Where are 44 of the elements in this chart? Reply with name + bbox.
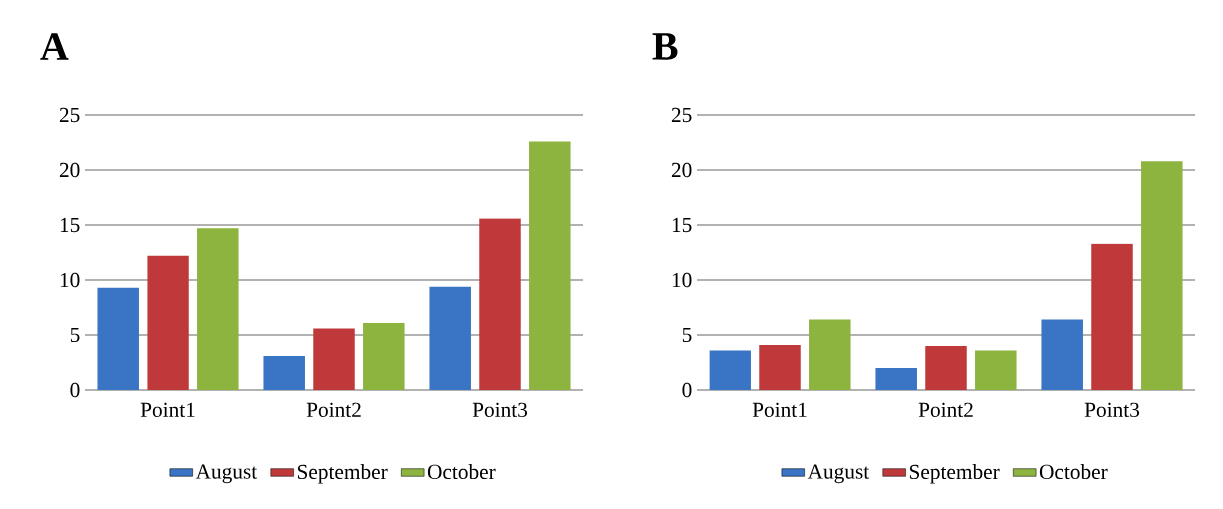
y-tick-label: 15 <box>60 217 80 233</box>
bar <box>97 287 139 390</box>
x-tick-label: Point1 <box>752 402 807 418</box>
y-tick-label: 5 <box>70 327 80 343</box>
y-tick-label: 20 <box>671 162 692 178</box>
bar <box>313 328 355 390</box>
legend-label: August <box>195 464 258 484</box>
bar <box>759 344 801 390</box>
y-tick-label: 10 <box>672 272 692 288</box>
x-tick-label: Point3 <box>472 402 528 418</box>
legend-label: October <box>427 464 496 480</box>
y-tick-label: 0 <box>70 382 80 398</box>
bar <box>363 322 405 390</box>
legend-label: August <box>807 464 870 484</box>
bar <box>875 367 917 390</box>
chart-title: A <box>40 33 69 60</box>
bar <box>529 141 571 390</box>
bar <box>925 345 967 390</box>
bar <box>1141 161 1183 390</box>
legend-label: October <box>1039 464 1108 480</box>
x-tick-label: Point1 <box>140 402 195 418</box>
bar <box>147 255 189 390</box>
x-tick-label: Point3 <box>1084 402 1140 418</box>
x-tick-label: Point2 <box>918 402 973 418</box>
bar <box>263 355 305 390</box>
y-tick-label: 5 <box>682 327 692 343</box>
bar <box>709 350 751 390</box>
bar <box>975 350 1017 390</box>
legend-label: September <box>297 464 388 484</box>
bar <box>479 218 521 390</box>
legend-label: September <box>909 464 1000 484</box>
bar <box>1091 243 1133 390</box>
bar <box>429 286 471 390</box>
y-tick-label: 10 <box>60 272 80 288</box>
chart-title: B <box>652 33 678 60</box>
y-tick-label: 20 <box>59 162 80 178</box>
y-tick-label: 0 <box>682 382 692 398</box>
bar <box>809 319 851 390</box>
bar <box>1041 319 1083 390</box>
bar <box>197 228 239 390</box>
y-tick-label: 25 <box>671 107 692 123</box>
x-tick-label: Point2 <box>306 402 361 418</box>
y-tick-label: 25 <box>59 107 80 123</box>
y-tick-label: 15 <box>672 217 692 233</box>
